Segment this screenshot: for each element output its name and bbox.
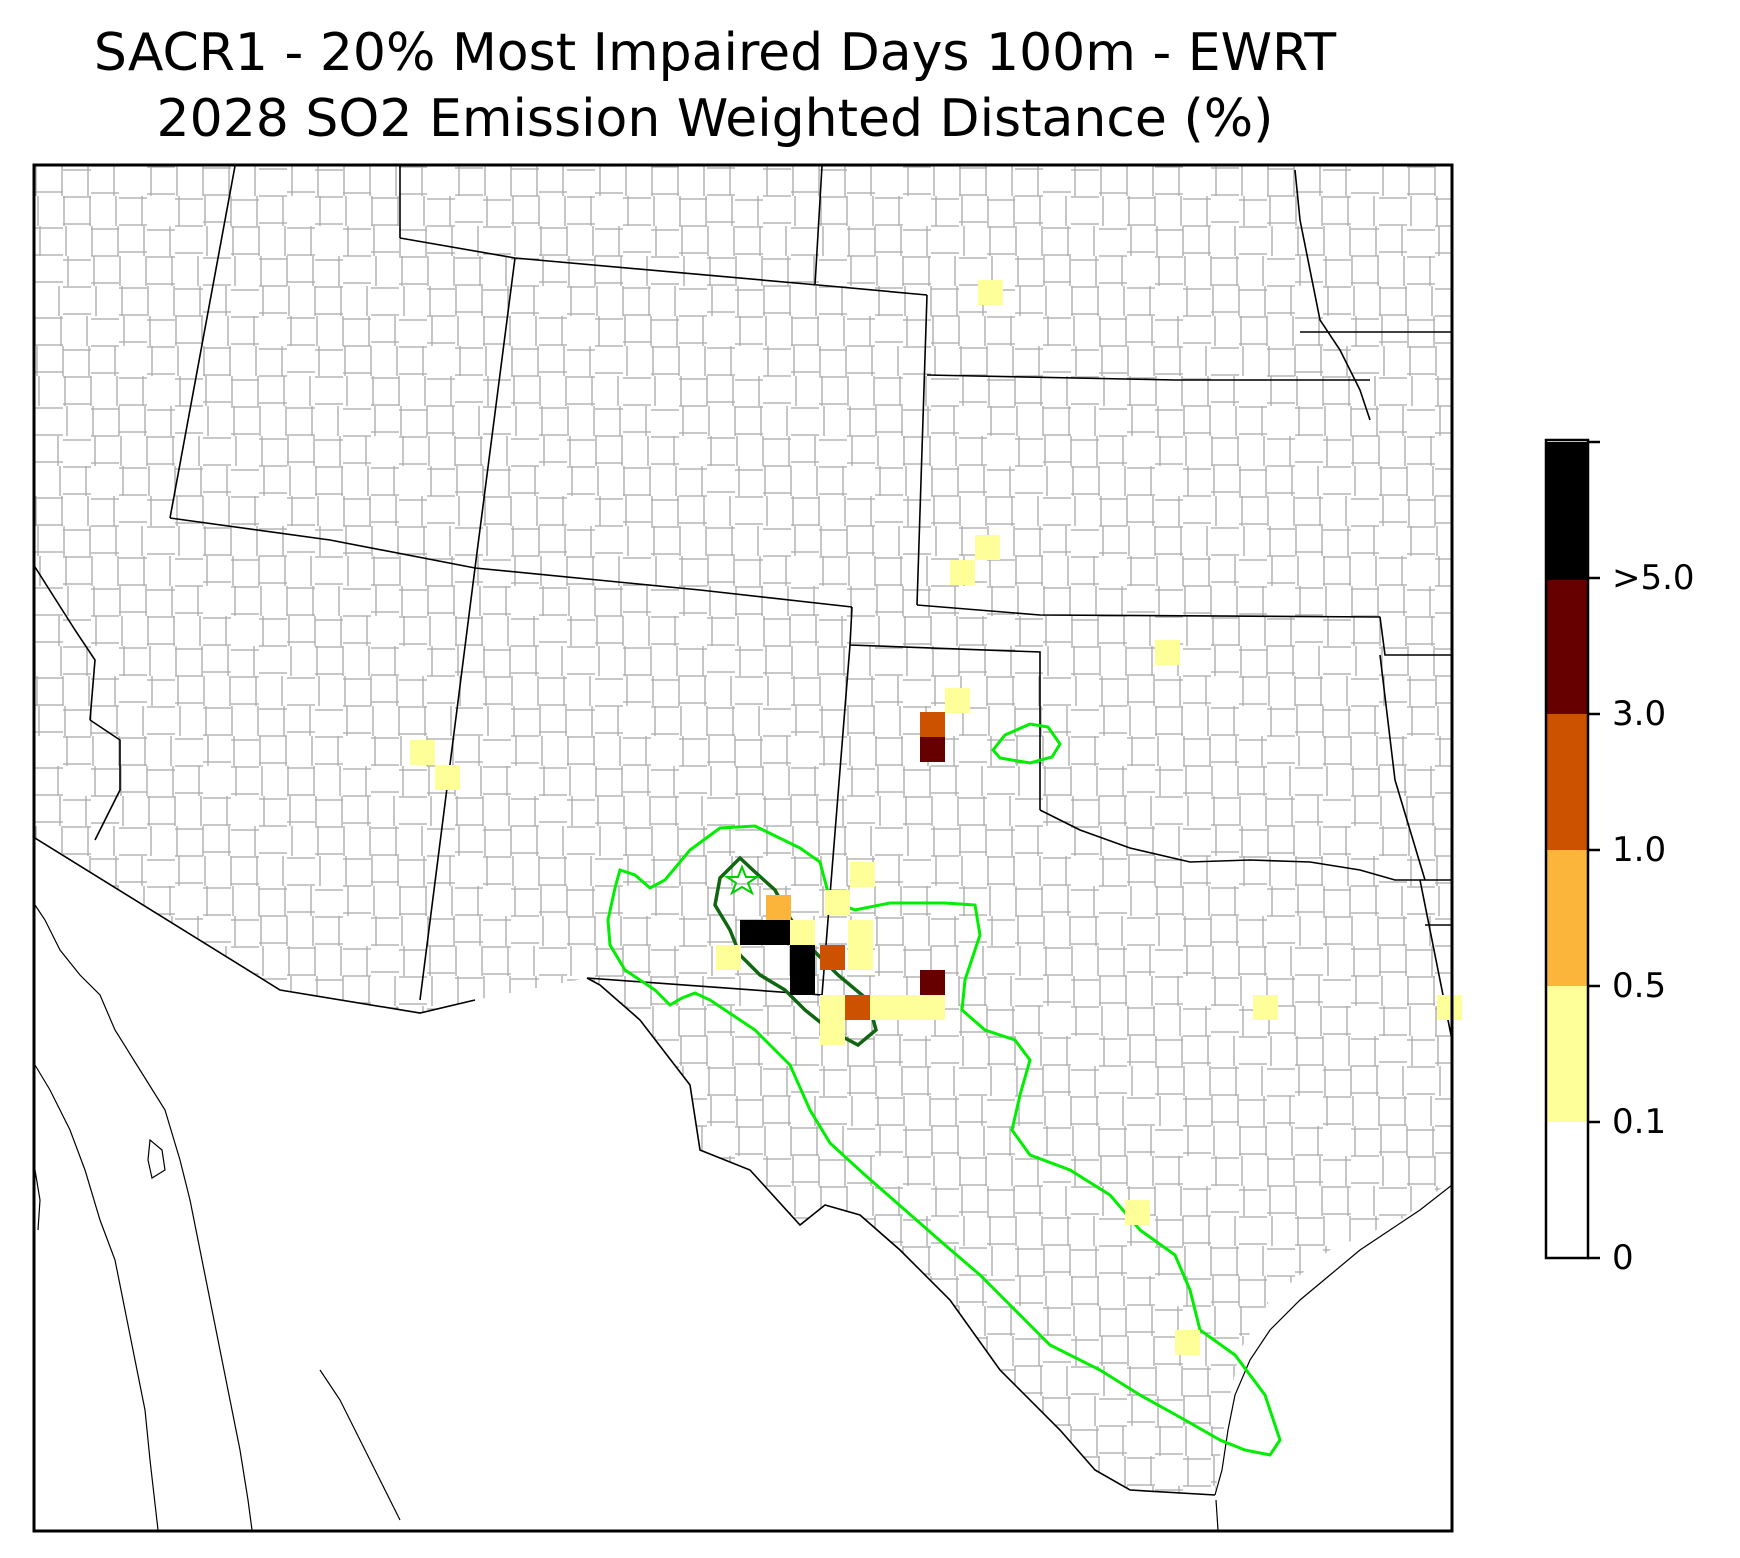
- data-cell: [740, 920, 765, 945]
- data-cell: [765, 920, 790, 945]
- mexico-area: [35, 838, 1225, 1530]
- gulf-area: [1215, 1180, 1452, 1530]
- data-cell: [790, 920, 815, 945]
- data-cell: [920, 995, 945, 1020]
- data-cell: [920, 970, 945, 995]
- data-cell: [790, 970, 815, 995]
- colorbar-label-0-1: 0.1: [1612, 1102, 1667, 1142]
- data-cell: [945, 688, 970, 713]
- coastlines: [35, 904, 1452, 1530]
- colorbar-block: [1546, 714, 1588, 850]
- data-cell: [1155, 640, 1180, 665]
- colorbar-label-gt-5: >5.0: [1612, 558, 1695, 598]
- data-cell: [766, 895, 791, 920]
- data-cell: [950, 560, 975, 585]
- map-frame: [32, 163, 1454, 1533]
- colorbar-block: [1546, 986, 1588, 1122]
- data-cell: [978, 280, 1003, 305]
- data-cell: [870, 995, 895, 1020]
- colorbar-label-3-0: 3.0: [1612, 694, 1667, 734]
- data-cell: [975, 535, 1000, 560]
- data-cell: [820, 1020, 845, 1045]
- data-cell: [850, 862, 875, 887]
- data-cell: [1437, 995, 1462, 1020]
- data-cells: [410, 280, 1462, 1355]
- map-title-line-1: SACR1 - 20% Most Impaired Days 100m - EW…: [93, 23, 1337, 83]
- data-cell: [1253, 995, 1278, 1020]
- data-cell: [435, 765, 460, 790]
- data-cell: [920, 712, 945, 737]
- data-cell: [820, 945, 845, 970]
- colorbar-block: [1546, 1122, 1588, 1258]
- colorbar-block: [1546, 850, 1588, 986]
- colorbar-label-0-5: 0.5: [1612, 966, 1667, 1006]
- colorbar-label-0: 0: [1612, 1238, 1634, 1278]
- data-cell: [1125, 1200, 1150, 1225]
- data-cell: [790, 945, 815, 970]
- small-contour: [991, 722, 1062, 765]
- data-cell: [895, 995, 920, 1020]
- data-cell: [920, 737, 945, 762]
- data-cell: [848, 920, 873, 945]
- data-cell: [825, 890, 850, 915]
- data-cell: [1175, 1330, 1200, 1355]
- data-cell: [410, 740, 435, 765]
- colorbar-label-1-0: 1.0: [1612, 830, 1667, 870]
- data-cell: [845, 995, 870, 1020]
- state-boundaries: [35, 166, 1452, 1496]
- site-star-icon: [723, 864, 761, 896]
- data-cell: [848, 945, 873, 970]
- colorbar-block: [1546, 578, 1588, 714]
- data-cell: [820, 995, 845, 1020]
- map-title-line-2: 2028 SO2 Emission Weighted Distance (%): [156, 89, 1274, 149]
- colorbar-block: [1546, 442, 1588, 580]
- data-cell: [716, 945, 741, 970]
